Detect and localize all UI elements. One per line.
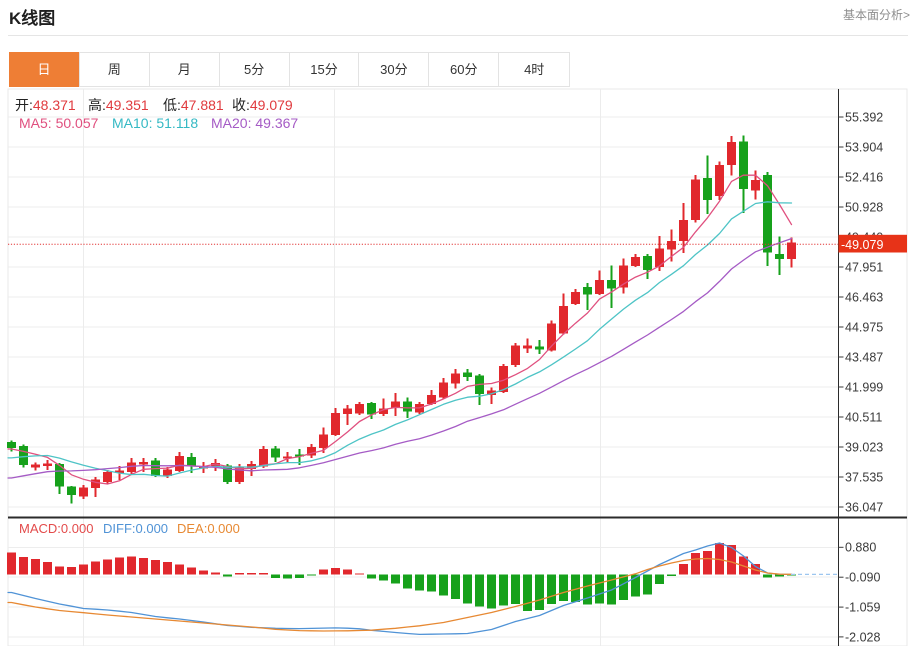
svg-text:40.511: 40.511 <box>845 410 882 424</box>
svg-text:-2.028: -2.028 <box>845 630 880 644</box>
svg-text:36.047: 36.047 <box>845 500 883 514</box>
svg-text:47.951: 47.951 <box>845 260 883 274</box>
svg-text:-49.079: -49.079 <box>841 238 883 252</box>
svg-text:44.975: 44.975 <box>845 320 883 334</box>
svg-text:0.880: 0.880 <box>845 541 876 555</box>
svg-text:41.999: 41.999 <box>845 380 883 394</box>
svg-text:-1.059: -1.059 <box>845 601 880 615</box>
svg-text:46.463: 46.463 <box>845 290 883 304</box>
svg-text:52.416: 52.416 <box>845 170 883 184</box>
svg-text:53.904: 53.904 <box>845 140 883 154</box>
svg-text:43.487: 43.487 <box>845 350 883 364</box>
svg-text:-0.090: -0.090 <box>845 571 880 585</box>
svg-text:55.392: 55.392 <box>845 110 883 124</box>
svg-text:50.928: 50.928 <box>845 200 883 214</box>
svg-text:37.535: 37.535 <box>845 470 883 484</box>
svg-text:39.023: 39.023 <box>845 440 883 454</box>
